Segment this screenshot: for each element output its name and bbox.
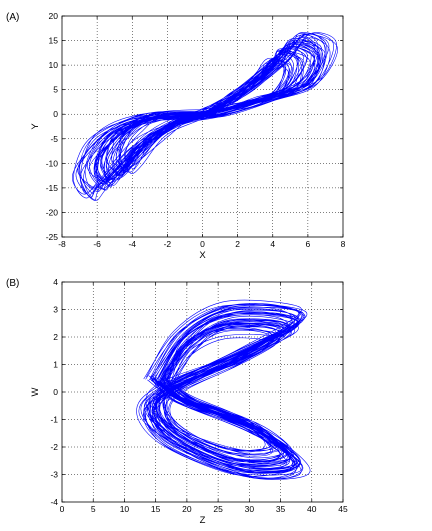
x-tick-label: 2 bbox=[235, 239, 240, 249]
y-axis-label: W bbox=[30, 387, 41, 396]
y-tick-label: 10 bbox=[49, 60, 59, 70]
x-tick-label: 0 bbox=[60, 504, 65, 514]
y-tick-label: -25 bbox=[46, 232, 59, 242]
x-tick-label: 20 bbox=[182, 504, 192, 514]
x-tick-label: 0 bbox=[200, 239, 205, 249]
y-tick-label: -3 bbox=[50, 470, 58, 480]
y-tick-label: 0 bbox=[53, 387, 58, 397]
y-tick-label: -15 bbox=[46, 183, 59, 193]
panel-a-label: (A) bbox=[6, 12, 19, 23]
panel-a: (A) -8 -6 -4 -2 0 2 4 6 8-25-20-15-10-505101520X… bbox=[6, 11, 346, 261]
x-tick-label: -4 bbox=[128, 239, 136, 249]
y-tick-label: -4 bbox=[50, 497, 58, 507]
panel-b-label: (B) bbox=[6, 278, 19, 289]
x-tick-label: 40 bbox=[307, 504, 317, 514]
x-tick-label: -2 bbox=[164, 239, 172, 249]
y-axis-label: Y bbox=[30, 123, 41, 130]
y-tick-label: 3 bbox=[53, 305, 58, 315]
x-tick-label: -8 bbox=[58, 239, 66, 249]
trajectory-line bbox=[72, 32, 337, 200]
y-tick-label: -2 bbox=[50, 442, 58, 452]
x-tick-label: 15 bbox=[151, 504, 161, 514]
y-tick-label: 1 bbox=[53, 360, 58, 370]
x-axis-label: Z bbox=[200, 515, 206, 526]
y-tick-label: -1 bbox=[50, 415, 58, 425]
y-tick-label: 0 bbox=[53, 109, 58, 119]
x-tick-label: 8 bbox=[341, 239, 346, 249]
panel-b: (B) 0 5 10 15 20 25 30 35 40 45 -4 -3 -2 -1 0 1 2 3 4 Z W bbox=[6, 277, 348, 526]
trajectory-line bbox=[137, 300, 311, 479]
y-tick-label: 15 bbox=[49, 36, 59, 46]
y-tick-label: 5 bbox=[53, 85, 58, 95]
y-tick-label: 4 bbox=[53, 277, 58, 287]
x-tick-label: 4 bbox=[270, 239, 275, 249]
y-tick-label: 20 bbox=[49, 11, 59, 21]
y-tick-label: -10 bbox=[46, 158, 59, 168]
x-tick-label: 30 bbox=[245, 504, 255, 514]
y-tick-label: 2 bbox=[53, 332, 58, 342]
x-axis-label: X bbox=[199, 250, 206, 261]
y-tick-label: -20 bbox=[46, 207, 59, 217]
x-tick-label: 25 bbox=[213, 504, 223, 514]
x-tick-label: 6 bbox=[306, 239, 311, 249]
x-tick-label: 35 bbox=[276, 504, 286, 514]
x-tick-label: 45 bbox=[338, 504, 348, 514]
x-tick-label: 5 bbox=[91, 504, 96, 514]
y-tick-label: -5 bbox=[50, 134, 58, 144]
x-tick-label: -6 bbox=[93, 239, 101, 249]
x-tick-label: 10 bbox=[120, 504, 130, 514]
